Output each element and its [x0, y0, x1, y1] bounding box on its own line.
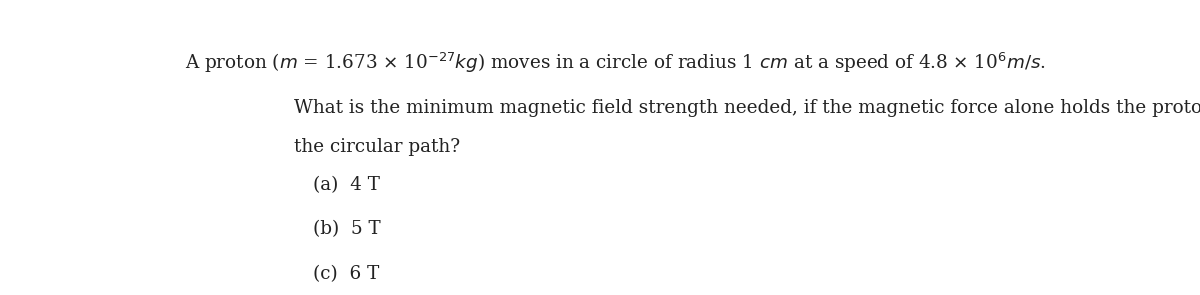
Text: A proton ($m$ = 1.673 $\times$ 10$^{-27}$$\it{kg}$) moves in a circle of radius : A proton ($m$ = 1.673 $\times$ 10$^{-27}…	[185, 51, 1045, 76]
Text: the circular path?: the circular path?	[294, 137, 461, 156]
Text: What is the minimum magnetic field strength needed, if the magnetic force alone : What is the minimum magnetic field stren…	[294, 99, 1200, 117]
Text: (c)  6 T: (c) 6 T	[313, 265, 379, 283]
Text: (b)  5 T: (b) 5 T	[313, 221, 380, 239]
Text: (a)  4 T: (a) 4 T	[313, 176, 379, 194]
